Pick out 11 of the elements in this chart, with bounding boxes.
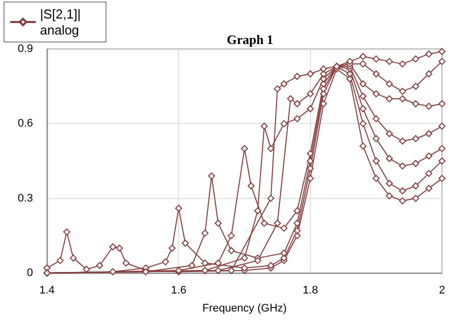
x-tick-label: 1.6: [171, 284, 186, 296]
y-tick-label: 0: [26, 267, 33, 279]
y-tick-label: 0.3: [18, 192, 33, 204]
y-tick-label: 0.6: [18, 118, 33, 130]
x-tick-label: 1.8: [302, 284, 318, 296]
chart-title: Graph 1: [226, 32, 274, 47]
x-axis-title: Frequency (GHz): [202, 302, 287, 314]
y-tick-label: 0.9: [18, 43, 33, 55]
x-tick-label: 2: [438, 284, 446, 296]
x-tick-label: 1.4: [39, 284, 55, 296]
legend-label: |S[2,1]| analog: [40, 6, 84, 38]
